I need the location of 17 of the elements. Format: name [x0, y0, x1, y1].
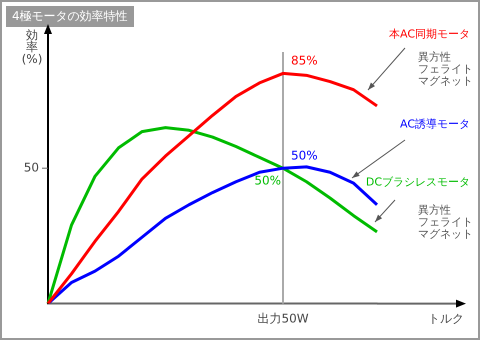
x-axis-title: トルク — [428, 312, 464, 326]
text: 出力50W — [257, 312, 309, 326]
text: DCブラシレスモータ — [366, 175, 470, 188]
text: フェライト — [418, 62, 473, 76]
text: 異方性 — [418, 50, 451, 64]
data-label: 50% — [291, 148, 318, 162]
chart-title: 4極モータの効率特性 — [6, 6, 134, 27]
text: 異方性 — [418, 203, 451, 216]
text: フェライト — [418, 215, 473, 228]
text: 本AC同期モータ — [388, 27, 470, 40]
data-label: 50% — [254, 173, 281, 188]
text: マグネット — [418, 74, 473, 88]
text: 50 — [24, 160, 39, 174]
text: マグネット — [418, 227, 473, 240]
data-label: 85% — [291, 54, 318, 68]
text: AC誘導モータ — [400, 117, 470, 130]
y-axis-title: 効率 (%) — [22, 28, 42, 66]
